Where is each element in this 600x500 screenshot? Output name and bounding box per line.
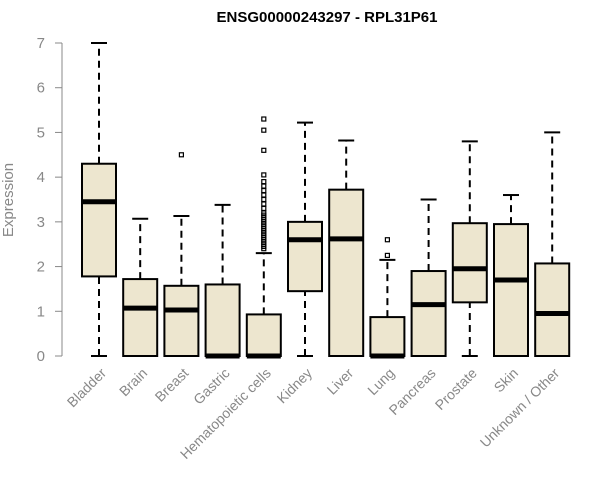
box-iqr — [81, 162, 117, 278]
box-6 — [287, 121, 323, 357]
outlier-point — [261, 147, 267, 153]
box-11 — [493, 194, 529, 357]
y-tick-label: 0 — [37, 348, 45, 365]
x-tick-label: Brain — [116, 365, 150, 399]
x-tick-label: Prostate — [432, 365, 480, 413]
box-iqr — [163, 284, 200, 358]
outlier-point — [261, 205, 267, 212]
x-tick-label: Liver — [324, 365, 357, 398]
box-iqr — [369, 316, 406, 357]
box-iqr — [204, 283, 241, 358]
y-tick-label: 2 — [37, 259, 45, 276]
outlier-point — [261, 179, 267, 185]
box-iqr — [410, 270, 447, 357]
outlier-point — [261, 116, 267, 122]
y-tick-label: 4 — [37, 169, 45, 186]
x-tick-label: Bladder — [64, 365, 110, 411]
box-3 — [163, 152, 200, 358]
outlier-point — [384, 237, 390, 243]
box-2 — [122, 217, 159, 357]
y-axis: 0 1 2 3 4 5 6 7 — [37, 35, 63, 365]
x-tick-label: Lung — [364, 365, 397, 398]
box-iqr — [493, 223, 529, 357]
y-tick-label: 6 — [37, 80, 45, 97]
box-iqr — [122, 278, 159, 357]
box-8 — [369, 237, 406, 359]
x-tick-label: Skin — [491, 365, 522, 396]
outlier-point — [261, 201, 267, 207]
box-iqr — [287, 220, 323, 293]
box-4 — [204, 203, 241, 359]
box-7 — [328, 139, 365, 357]
x-tick-label: Breast — [152, 365, 192, 405]
x-tick-label: Kidney — [274, 365, 316, 407]
chart-title: ENSG00000243297 - RPL31P61 — [217, 9, 438, 26]
outlier-point — [261, 192, 267, 198]
outlier-point — [261, 172, 267, 178]
outlier-point — [261, 196, 267, 203]
y-tick-label: 1 — [37, 303, 45, 320]
box-9 — [410, 198, 447, 357]
outlier-point — [178, 152, 184, 158]
y-tick-label: 7 — [37, 35, 45, 52]
outlier-point — [384, 252, 390, 258]
outlier-point — [261, 127, 267, 133]
outlier-point — [261, 183, 267, 189]
box-10 — [451, 140, 488, 357]
box-iqr — [534, 262, 571, 358]
boxes — [81, 42, 571, 359]
y-tick-label: 3 — [37, 214, 45, 231]
y-axis-label: Expression — [0, 163, 17, 237]
outlier-point — [261, 187, 267, 194]
box-5 — [245, 116, 282, 359]
box-iqr — [245, 313, 282, 357]
box-12 — [534, 131, 571, 358]
box-iqr — [451, 222, 488, 304]
y-tick-label: 5 — [37, 124, 45, 141]
box-1 — [81, 42, 117, 357]
box-iqr — [328, 188, 365, 357]
